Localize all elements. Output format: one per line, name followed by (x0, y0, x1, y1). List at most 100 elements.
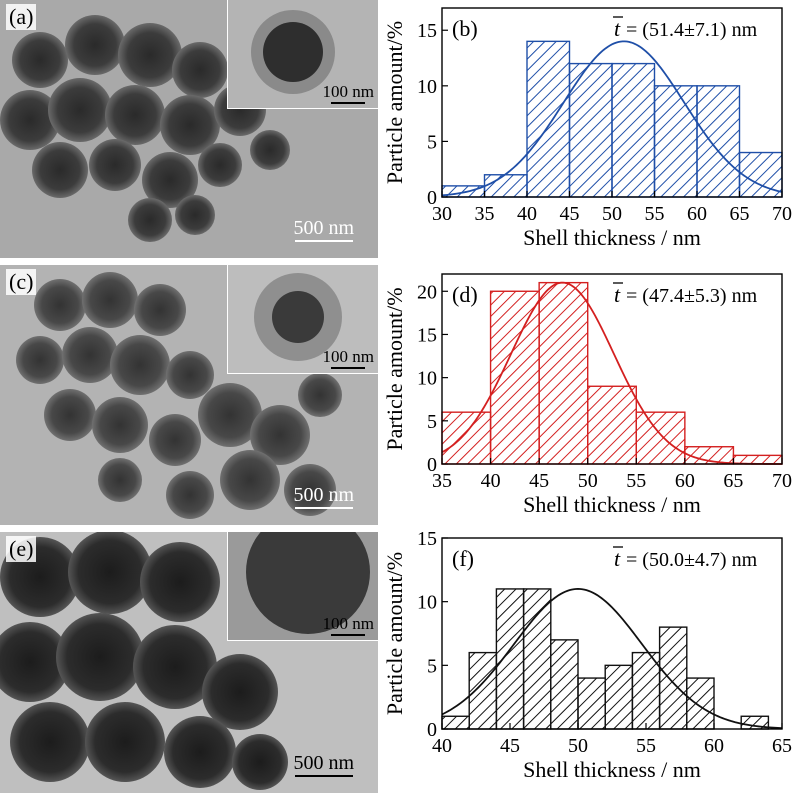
y-tick-label-d-0: 0 (427, 454, 437, 476)
histogram-b: 30 35 40 45 50 55 60 65 70 0 5 10 15 Shell thickness … (382, 0, 800, 262)
x-tick-label-b-0: 30 (432, 203, 452, 225)
inset-scale-a: 100 nm (323, 82, 374, 104)
inset-scale-c: 100 nm (323, 347, 374, 369)
x-tick-label-f-3: 55 (636, 735, 656, 757)
y-tick-label-d-2: 10 (417, 368, 437, 390)
mean-annotation-f: = (50.0±4.7) nm (626, 549, 758, 571)
x-tick-label-d-2: 45 (529, 470, 549, 492)
inset-scale-label-c: 100 nm (322, 347, 374, 366)
x-tick-label-f-5: 65 (772, 735, 792, 757)
x-tick-label-f-2: 50 (568, 735, 588, 757)
y-tick-label-f-1: 5 (427, 655, 437, 677)
y-tick-label-b-2: 10 (417, 76, 437, 98)
x-axis-label-b: Shell thickness / nm (523, 225, 701, 250)
inset-image-a (228, 0, 378, 108)
fit-curve-d (441, 281, 782, 465)
main-scale-bar-e (294, 775, 353, 777)
histogram-svg-d: 35 40 45 50 55 60 65 70 0 5 10 15 20 Shell thickness … (382, 273, 792, 517)
inset-scale-bar-e (331, 634, 366, 636)
x-tick-label-b-2: 40 (517, 203, 537, 225)
bar-f-6 (604, 664, 634, 730)
tem-label-e: (e) (6, 536, 37, 562)
bar-f-7 (631, 651, 661, 730)
tem-panel-e: (e) 100 nm 500 nm (0, 532, 378, 793)
bar-f-3 (522, 588, 552, 730)
mean-symbol-b: t (614, 16, 621, 41)
bar-f-8 (658, 626, 688, 730)
main-scale-e: 500 nm (293, 752, 354, 777)
histogram-d: 35 40 45 50 55 60 65 70 0 5 10 15 20 Shell thickness … (382, 266, 800, 528)
main-scale-label-a: 500 nm (293, 217, 354, 239)
bar-b-5 (653, 85, 698, 198)
x-tick-label-b-3: 45 (560, 203, 580, 225)
x-tick-label-b-7: 65 (730, 203, 750, 225)
inset-scale-label-a: 100 nm (322, 82, 374, 101)
inset-scale-e: 100 nm (323, 614, 374, 636)
x-tick-label-f-1: 45 (500, 735, 520, 757)
y-tick-label-d-3: 15 (417, 324, 437, 346)
bar-f-9 (686, 677, 715, 730)
bar-d-1 (489, 290, 540, 465)
y-axis-label-b: Particle amount/% (382, 21, 407, 184)
x-tick-label-b-4: 50 (602, 203, 622, 225)
mean-symbol-f: t (614, 546, 621, 571)
x-tick-label-d-3: 50 (578, 470, 598, 492)
y-tick-label-f-3: 15 (417, 528, 437, 550)
y-tick-label-d-4: 20 (417, 281, 437, 303)
x-tick-label-b-5: 55 (645, 203, 665, 225)
fit-curve-f (441, 588, 783, 730)
main-scale-label-e: 500 nm (293, 752, 354, 774)
y-tick-label-b-0: 0 (427, 187, 437, 209)
bar-b-4 (611, 62, 656, 198)
panel-label-d: (d) (452, 282, 478, 307)
bar-f-2 (495, 588, 525, 730)
main-scale-bar-a (294, 240, 353, 242)
histogram-svg-f: 40 45 50 55 60 65 0 5 10 15 Shell thickness / nm Pa… (382, 528, 792, 782)
x-tick-label-d-6: 65 (723, 470, 743, 492)
x-tick-label-f-4: 60 (704, 735, 724, 757)
panel-label-f: (f) (452, 546, 474, 571)
y-axis-label-d: Particle amount/% (382, 287, 407, 450)
x-tick-label-b-1: 35 (475, 203, 495, 225)
x-tick-label-d-1: 40 (481, 470, 501, 492)
tem-inset-c: 100 nm (227, 265, 378, 374)
main-scale-a: 500 nm (293, 217, 354, 242)
bar-f-1 (468, 651, 498, 730)
y-tick-label-f-2: 10 (417, 592, 437, 614)
bar-d-3 (587, 385, 637, 465)
x-tick-label-d-4: 55 (626, 470, 646, 492)
y-tick-label-f-0: 0 (427, 719, 437, 741)
y-tick-label-b-1: 5 (427, 131, 437, 153)
tem-panel-c: (c) 100 nm 500 nm (0, 265, 378, 525)
x-tick-label-f-0: 40 (432, 735, 452, 757)
panel-label-b: (b) (452, 16, 478, 41)
y-tick-label-b-3: 15 (417, 20, 437, 42)
bar-b-2 (526, 40, 571, 198)
tem-inset-a: 100 nm (227, 0, 378, 109)
bar-f-4 (550, 639, 579, 730)
inset-image-e (228, 532, 378, 640)
x-axis-label-f: Shell thickness / nm (523, 757, 701, 782)
y-axis-label-f: Particle amount/% (382, 552, 407, 715)
inset-scale-bar-a (331, 102, 366, 104)
main-scale-c: 500 nm (293, 484, 354, 509)
inset-image-c (228, 265, 378, 373)
plot-frame-d (441, 273, 783, 465)
bar-b-3 (568, 62, 613, 198)
histogram-svg-b: 30 35 40 45 50 55 60 65 70 0 5 10 15 Shell thickness … (382, 7, 792, 250)
tem-panel-a: (a) 100 nm 500 nm (0, 0, 378, 258)
inset-scale-label-e: 100 nm (322, 614, 374, 633)
tem-image-e (0, 532, 378, 793)
x-tick-label-b-8: 70 (772, 203, 792, 225)
main-scale-label-c: 500 nm (293, 484, 354, 506)
x-tick-label-d-5: 60 (675, 470, 695, 492)
bar-d-4 (635, 411, 686, 465)
tem-label-a: (a) (6, 4, 37, 30)
bar-d-2 (538, 281, 589, 465)
x-axis-label-d: Shell thickness / nm (523, 492, 701, 517)
x-tick-label-d-7: 70 (772, 470, 792, 492)
plot-frame-f (441, 537, 783, 730)
bar-b-1 (483, 174, 528, 198)
tem-label-c: (c) (6, 269, 37, 295)
x-tick-label-d-0: 35 (432, 470, 452, 492)
